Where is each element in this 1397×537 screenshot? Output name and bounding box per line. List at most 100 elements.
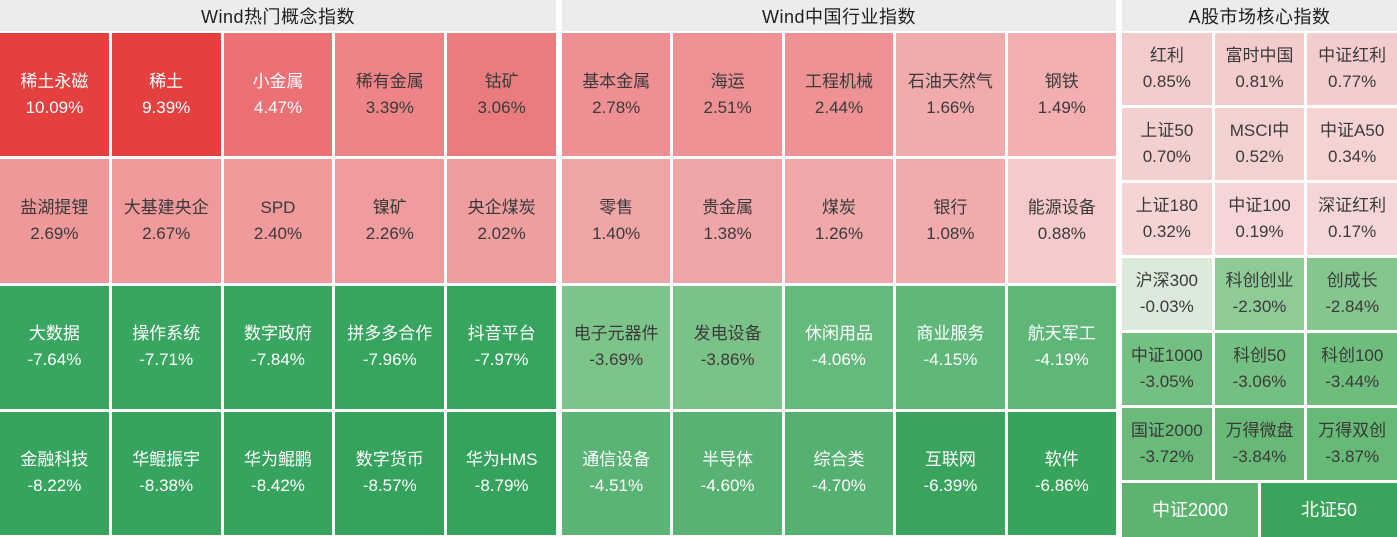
index-tile[interactable]: 镍矿 2.26% [335,159,445,283]
index-tile[interactable]: 科创50 -3.06% [1214,333,1305,405]
index-tile[interactable]: 发电设备 -3.86% [673,285,782,409]
index-tile-value: -3.72% [1139,447,1194,466]
index-tile[interactable]: 沪深300 -0.03% [1122,258,1212,330]
index-tile-label: 稀有金属 [355,71,424,91]
index-tile[interactable]: 华鲲振宇 -8.38% [111,411,221,535]
index-tile-value: -8.42% [251,476,305,496]
index-tile[interactable]: 航天军工 -4.19% [1007,285,1116,409]
index-tile[interactable]: 通信设备 -4.51% [562,411,671,535]
index-tile-label: 万得双创 [1318,421,1387,440]
index-tile-label: 银行 [933,197,968,217]
index-tile-label: 综合类 [813,450,865,470]
index-tile[interactable]: MSCI中 0.52% [1214,108,1305,180]
index-tile[interactable]: 中证红利 0.77% [1307,33,1397,105]
index-tile[interactable]: 基本金属 2.78% [562,33,671,157]
index-tile[interactable]: 贵金属 1.38% [673,159,782,283]
index-tile-label: 国证2000 [1130,421,1203,440]
index-tile[interactable]: 商业服务 -4.15% [896,285,1005,409]
index-tile[interactable]: 电子元器件 -3.69% [562,285,671,409]
index-tile[interactable]: 中证A50 0.34% [1307,108,1397,180]
index-tile-label: 创成长 [1326,271,1378,290]
index-tile[interactable]: 稀有金属 3.39% [335,33,445,157]
index-tile-label: 科创100 [1320,346,1384,365]
index-tile[interactable]: 科创创业 -2.30% [1214,258,1305,330]
index-tile-value: -7.71% [139,350,194,370]
index-tile[interactable]: SPD 2.40% [223,159,333,283]
index-tile-label: 中证红利 [1318,46,1387,65]
index-tile[interactable]: 数字货币 -8.57% [335,411,445,535]
index-tile[interactable]: 海运 2.51% [673,33,782,157]
index-tile[interactable]: 煤炭 1.26% [784,159,894,283]
index-tile[interactable]: 大数据 -7.64% [0,285,109,409]
index-tile[interactable]: 中证100 0.19% [1214,183,1305,255]
index-tile[interactable]: 创成长 -2.84% [1307,258,1397,330]
index-tile-value: -3.87% [1325,447,1380,466]
index-tile-value: 9.39% [142,97,191,117]
index-tile[interactable]: 华为鲲鹏 -8.42% [223,411,333,535]
index-tile[interactable]: 石油天然气 1.66% [896,33,1005,157]
index-tile[interactable]: 万得微盘 -3.84% [1214,408,1305,480]
index-tile-label: 镍矿 [372,197,407,217]
section-title: Wind热门概念指数 [0,0,556,31]
index-tile[interactable]: 互联网 -6.39% [896,411,1005,535]
index-tile[interactable]: 拼多多合作 -7.96% [335,285,445,409]
index-tile[interactable]: 大基建央企 2.67% [111,159,221,283]
index-tile-label: 商业服务 [916,324,985,344]
index-tile-label: 休闲用品 [804,324,873,344]
index-tile-label: 海运 [710,71,745,91]
index-tile-label: 深证红利 [1318,196,1387,215]
index-tile-value: -3.86% [700,350,755,370]
index-tile-label: 中证A50 [1320,121,1385,140]
index-tile[interactable]: 金融科技 -8.22% [0,411,109,535]
index-tile[interactable]: 钴矿 3.06% [447,33,556,157]
index-tile[interactable]: 小金属 4.47% [223,33,333,157]
index-tile-partial[interactable]: 中证2000 [1122,483,1258,537]
index-tile-value: -3.05% [1139,372,1194,391]
index-tile[interactable]: 稀土永磁 10.09% [0,33,109,157]
index-tile-value: -7.84% [251,350,305,370]
index-tile-label: 贵金属 [702,197,754,217]
index-tile[interactable]: 休闲用品 -4.06% [784,285,894,409]
index-tile[interactable]: 半导体 -4.60% [673,411,782,535]
index-tile[interactable]: 华为HMS -8.79% [447,411,556,535]
index-tile-value: 0.70% [1142,147,1191,166]
index-tile[interactable]: 科创100 -3.44% [1307,333,1397,405]
index-tile-partial[interactable]: 北证50 [1261,483,1397,537]
index-tile[interactable]: 软件 -6.86% [1007,411,1116,535]
heatmap-footer-row: 中证2000 北证50 [1122,483,1397,537]
index-tile[interactable]: 操作系统 -7.71% [111,285,221,409]
index-tile-value: 2.44% [814,97,864,117]
index-tile[interactable]: 万得双创 -3.87% [1307,408,1397,480]
index-tile[interactable]: 工程机械 2.44% [784,33,894,157]
index-tile[interactable]: 银行 1.08% [896,159,1005,283]
index-tile-value: 1.49% [1037,97,1086,117]
index-tile-label: 万得微盘 [1225,421,1294,440]
index-tile[interactable]: 上证180 0.32% [1122,183,1212,255]
index-tile-value: 3.39% [365,97,414,117]
index-tile[interactable]: 深证红利 0.17% [1307,183,1397,255]
index-tile[interactable]: 盐湖提锂 2.69% [0,159,109,283]
index-tile-value: -8.79% [474,476,529,496]
index-tile[interactable]: 国证2000 -3.72% [1122,408,1212,480]
index-tile[interactable]: 稀土 9.39% [111,33,221,157]
index-tile-value: -6.39% [923,476,978,496]
section-title: Wind中国行业指数 [562,0,1116,31]
index-tile[interactable]: 富时中国 0.81% [1214,33,1305,105]
index-tile[interactable]: 能源设备 0.88% [1007,159,1116,283]
index-tile[interactable]: 钢铁 1.49% [1007,33,1116,157]
index-tile-value: 0.19% [1235,222,1284,241]
index-tile[interactable]: 抖音平台 -7.97% [447,285,556,409]
index-tile[interactable]: 零售 1.40% [562,159,671,283]
index-tile-label: 上证50 [1140,121,1194,140]
index-tile[interactable]: 红利 0.85% [1122,33,1212,105]
index-tile-label: 大基建央企 [123,197,209,217]
index-tile-label: SPD [260,197,296,217]
index-tile[interactable]: 上证50 0.70% [1122,108,1212,180]
index-tile-value: 0.17% [1328,222,1377,241]
index-tile[interactable]: 数字政府 -7.84% [223,285,333,409]
index-tile[interactable]: 中证1000 -3.05% [1122,333,1212,405]
index-tile-label: 科创50 [1233,346,1286,365]
index-tile-value: -7.64% [27,350,82,370]
index-tile[interactable]: 央企煤炭 2.02% [447,159,556,283]
index-tile[interactable]: 综合类 -4.70% [784,411,894,535]
